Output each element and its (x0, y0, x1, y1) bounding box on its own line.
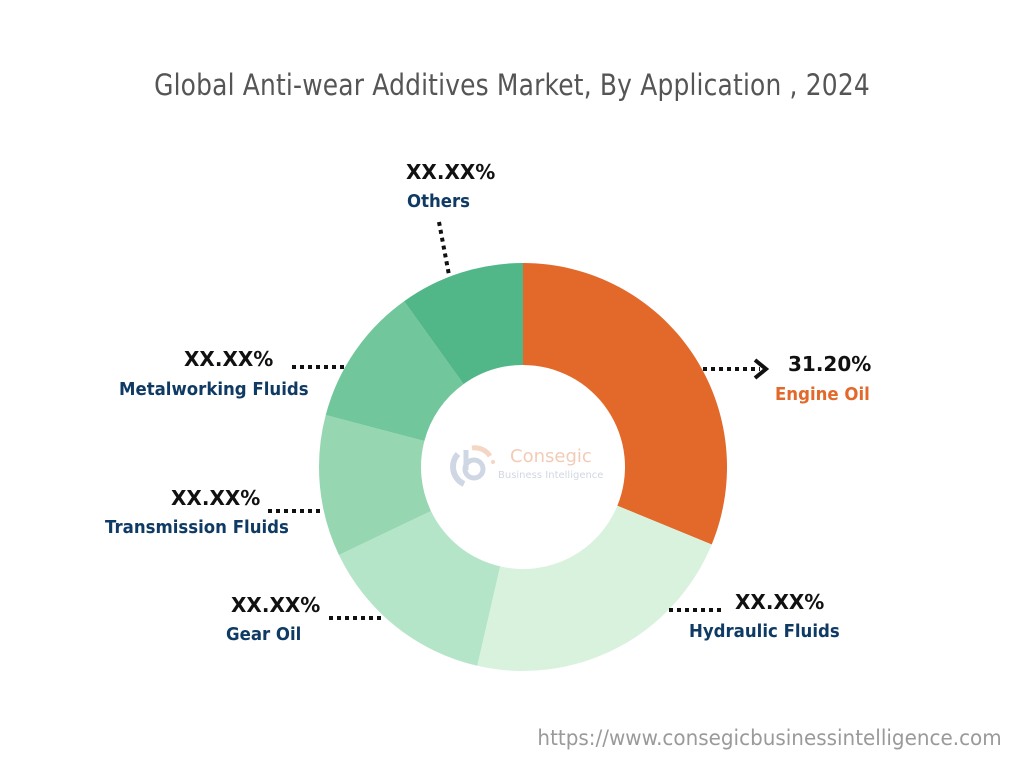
arrow-head-icon (753, 358, 770, 380)
engine-oil-label: Engine Oil (775, 384, 870, 405)
metalworking-fluids-value: XX.XX% (184, 347, 274, 371)
others-value: XX.XX% (406, 160, 496, 184)
transmission-fluids-label: Transmission Fluids (105, 517, 289, 538)
engine-oil-value: 31.20% (788, 352, 872, 376)
slice-others (404, 263, 523, 385)
leader-others (437, 221, 451, 276)
slice-engine-oil (523, 263, 727, 545)
cbi-logo-icon (450, 445, 495, 487)
transmission-fluids-value: XX.XX% (171, 486, 261, 510)
gear-oil-value: XX.XX% (231, 593, 321, 617)
donut-slices (318, 263, 727, 671)
source-url[interactable]: https://www.consegicbusinessintelligence… (537, 726, 1002, 750)
slice-metalworking-fluids (325, 301, 464, 442)
slice-gear-oil (338, 511, 501, 666)
logo-tagline: Business Intelligence (498, 470, 604, 481)
watermark-logo: Consegic Business Intelligence (448, 440, 608, 490)
chart-title: Global Anti-wear Additives Market, By Ap… (154, 68, 870, 102)
gear-oil-label: Gear Oil (226, 624, 302, 645)
hydraulic-fluids-value: XX.XX% (735, 590, 825, 614)
slice-transmission-fluids (318, 415, 431, 556)
logo-name: Consegic (510, 446, 592, 467)
slice-hydraulic-fluids (477, 505, 712, 671)
hydraulic-fluids-label: Hydraulic Fluids (689, 621, 840, 642)
others-label: Others (407, 191, 471, 212)
metalworking-fluids-label: Metalworking Fluids (119, 379, 309, 400)
